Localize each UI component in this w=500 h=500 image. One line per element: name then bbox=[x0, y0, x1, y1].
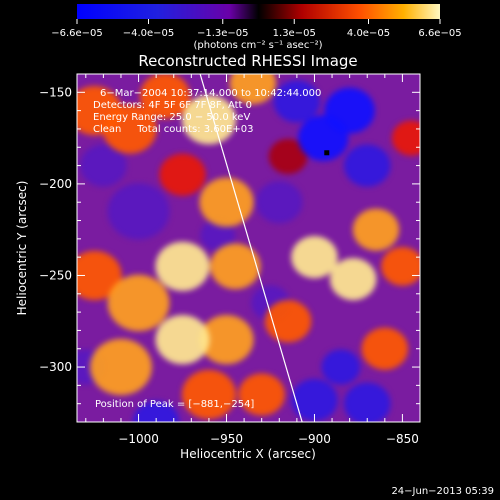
annotation-clean: Clean Total counts: 3.60E+03 bbox=[93, 124, 253, 135]
heatmap bbox=[77, 74, 420, 422]
y-tick-labels: −150 −200 −250 −300 bbox=[39, 85, 72, 374]
heatmap-blob-1 bbox=[268, 138, 308, 175]
x-tick-labels: −1000 −950 −900 −850 bbox=[118, 432, 419, 446]
heatmap-blob-28 bbox=[210, 243, 261, 290]
x-tick-label: −950 bbox=[210, 432, 243, 446]
x-axis-ticks bbox=[85, 74, 421, 422]
heatmap-blob-20 bbox=[238, 373, 285, 416]
heatmap-blob-24 bbox=[199, 177, 254, 227]
heatmap-blob-12 bbox=[139, 74, 191, 119]
heatmap-blob-29 bbox=[107, 274, 170, 332]
heatmap-blob-32 bbox=[181, 95, 237, 145]
heatmap-blob-23 bbox=[344, 382, 391, 422]
x-axis-label: Heliocentric X (arcsec) bbox=[180, 447, 316, 461]
heatmap-blob-0 bbox=[200, 219, 236, 252]
colorbar-tick-label: 6.6e−05 bbox=[418, 28, 461, 39]
annotation-peak: Position of Peak = [−881,−254] bbox=[95, 399, 254, 410]
y-tick-label: −250 bbox=[39, 268, 72, 282]
x-tick-label: −850 bbox=[386, 432, 419, 446]
heatmap-blob-34 bbox=[298, 115, 349, 161]
y-axis-label: Heliocentric Y (arcsec) bbox=[15, 181, 29, 316]
colorbar-tick-label: −6.6e−05 bbox=[51, 28, 103, 39]
heatmap-blob-10 bbox=[321, 349, 361, 385]
annotation-energy: Energy Range: 25.0 − 50.0 keV bbox=[93, 112, 250, 123]
heatmap-blob-27 bbox=[229, 74, 277, 105]
colorbar-units: (photons cm⁻² s⁻¹ asec⁻²) bbox=[193, 40, 322, 51]
x-tick-label: −1000 bbox=[118, 432, 159, 446]
plot-frame bbox=[76, 73, 421, 423]
y-tick-label: −150 bbox=[39, 85, 72, 99]
x-tick-label: −900 bbox=[298, 432, 331, 446]
limb-line bbox=[199, 74, 303, 422]
annotation-detectors: Detectors: 4F 5F 6F 7F 8F, Att 0 bbox=[93, 100, 252, 111]
colorbar bbox=[77, 4, 440, 19]
colorbar-tick-label: 4.0e−05 bbox=[347, 28, 390, 39]
heatmap-blob-26 bbox=[352, 208, 400, 251]
heatmap-blob-2 bbox=[80, 144, 127, 187]
heatmap-blob-16 bbox=[344, 144, 391, 187]
colorbar-tick-labels: −6.6e−05 −4.0e−05 −1.3e−05 1.3e−05 4.0e−05 6.… bbox=[51, 28, 461, 39]
heatmap-blob-19 bbox=[77, 86, 122, 136]
y-tick-label: −200 bbox=[39, 177, 72, 191]
heatmap-blob-7 bbox=[159, 153, 206, 196]
heatmap-blob-6 bbox=[256, 181, 303, 224]
footer-date: 24−Jun−2013 05:39 bbox=[391, 486, 494, 497]
heatmap-blob-37 bbox=[329, 258, 377, 301]
heatmap-blob-13 bbox=[77, 250, 122, 301]
y-tick-label: −300 bbox=[39, 360, 72, 374]
colorbar-tick-label: 1.3e−05 bbox=[273, 28, 316, 39]
heatmap-blob-14 bbox=[181, 369, 237, 420]
heatmap-blob-33 bbox=[155, 314, 210, 365]
heatmap-blob-36 bbox=[291, 236, 338, 279]
heatmap-blob-25 bbox=[90, 338, 152, 396]
heatmap-blob-35 bbox=[155, 241, 210, 291]
heatmap-blob-17 bbox=[291, 378, 338, 422]
heatmap-blob-9 bbox=[132, 400, 180, 422]
heatmap-blob-15 bbox=[264, 300, 312, 343]
heatmap-blob-11 bbox=[361, 327, 409, 370]
colorbar-tick-label: −1.3e−05 bbox=[197, 28, 249, 39]
heatmap-blob-21 bbox=[381, 246, 420, 286]
colorbar-tick-label: −4.0e−05 bbox=[123, 28, 175, 39]
heatmap-blob-8 bbox=[391, 120, 420, 156]
heatmap-blob-5 bbox=[107, 183, 170, 240]
peak-marker bbox=[324, 150, 330, 156]
y-axis-ticks bbox=[77, 73, 420, 423]
heatmap-blob-31 bbox=[199, 314, 254, 365]
chart-title: Reconstructed RHESSI Image bbox=[138, 52, 357, 70]
colorbar-ticks bbox=[76, 19, 441, 24]
annotation-time: 6−Mar−2004 10:37:14.000 to 10:42:44.000 bbox=[100, 88, 321, 99]
heatmap-blob-22 bbox=[273, 80, 321, 123]
